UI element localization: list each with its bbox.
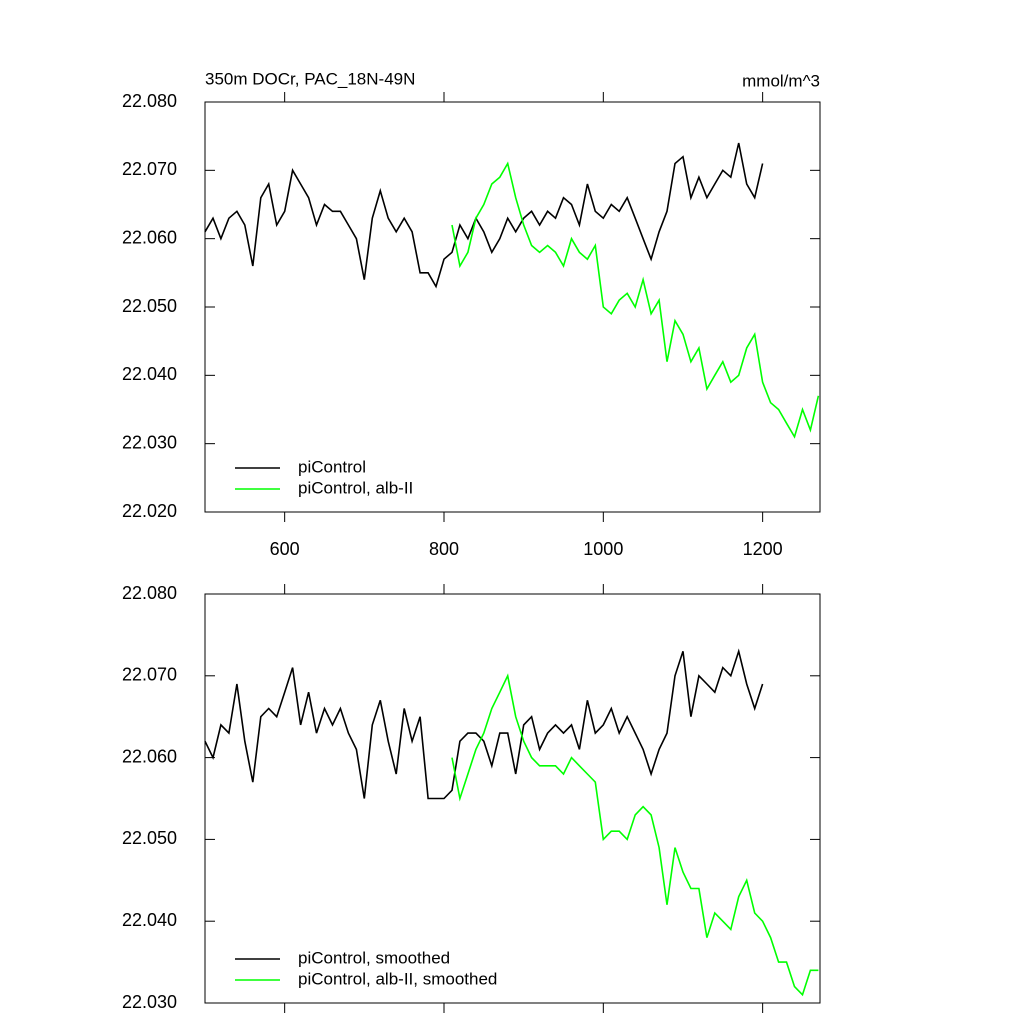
series-line [451,161,820,439]
y-tick-label: 22.020 [122,501,177,521]
x-tick-label: 1000 [583,539,623,559]
chart-title: 350m DOCr, PAC_18N-49N [205,69,415,88]
y-tick-label: 22.070 [122,159,177,179]
series-line [204,142,764,289]
x-tick-label: 600 [270,539,300,559]
plot-frame [204,593,821,1004]
y-tick-label: 22.050 [122,828,177,848]
legend-label: piControl, alb-II, smoothed [298,969,497,988]
x-tick-label: 1200 [743,539,783,559]
legend-label: piControl [298,457,366,476]
plot-frame [204,101,821,513]
legend-label: piControl, alb-II [298,478,413,497]
y-tick-label: 22.030 [122,432,177,452]
y-tick-label: 22.030 [122,992,177,1012]
series-line [451,673,819,997]
legend-label: piControl, smoothed [298,948,450,967]
y-tick-label: 22.060 [122,227,177,247]
y-tick-label: 22.060 [122,746,177,766]
y-tick-label: 22.050 [122,296,177,316]
units-label: mmol/m^3 [742,71,820,90]
series-line [204,648,764,800]
y-tick-label: 22.080 [122,91,177,111]
y-tick-label: 22.070 [122,665,177,685]
y-tick-label: 22.080 [122,583,177,603]
y-tick-label: 22.040 [122,910,177,930]
y-tick-label: 22.040 [122,364,177,384]
x-tick-label: 800 [429,539,459,559]
